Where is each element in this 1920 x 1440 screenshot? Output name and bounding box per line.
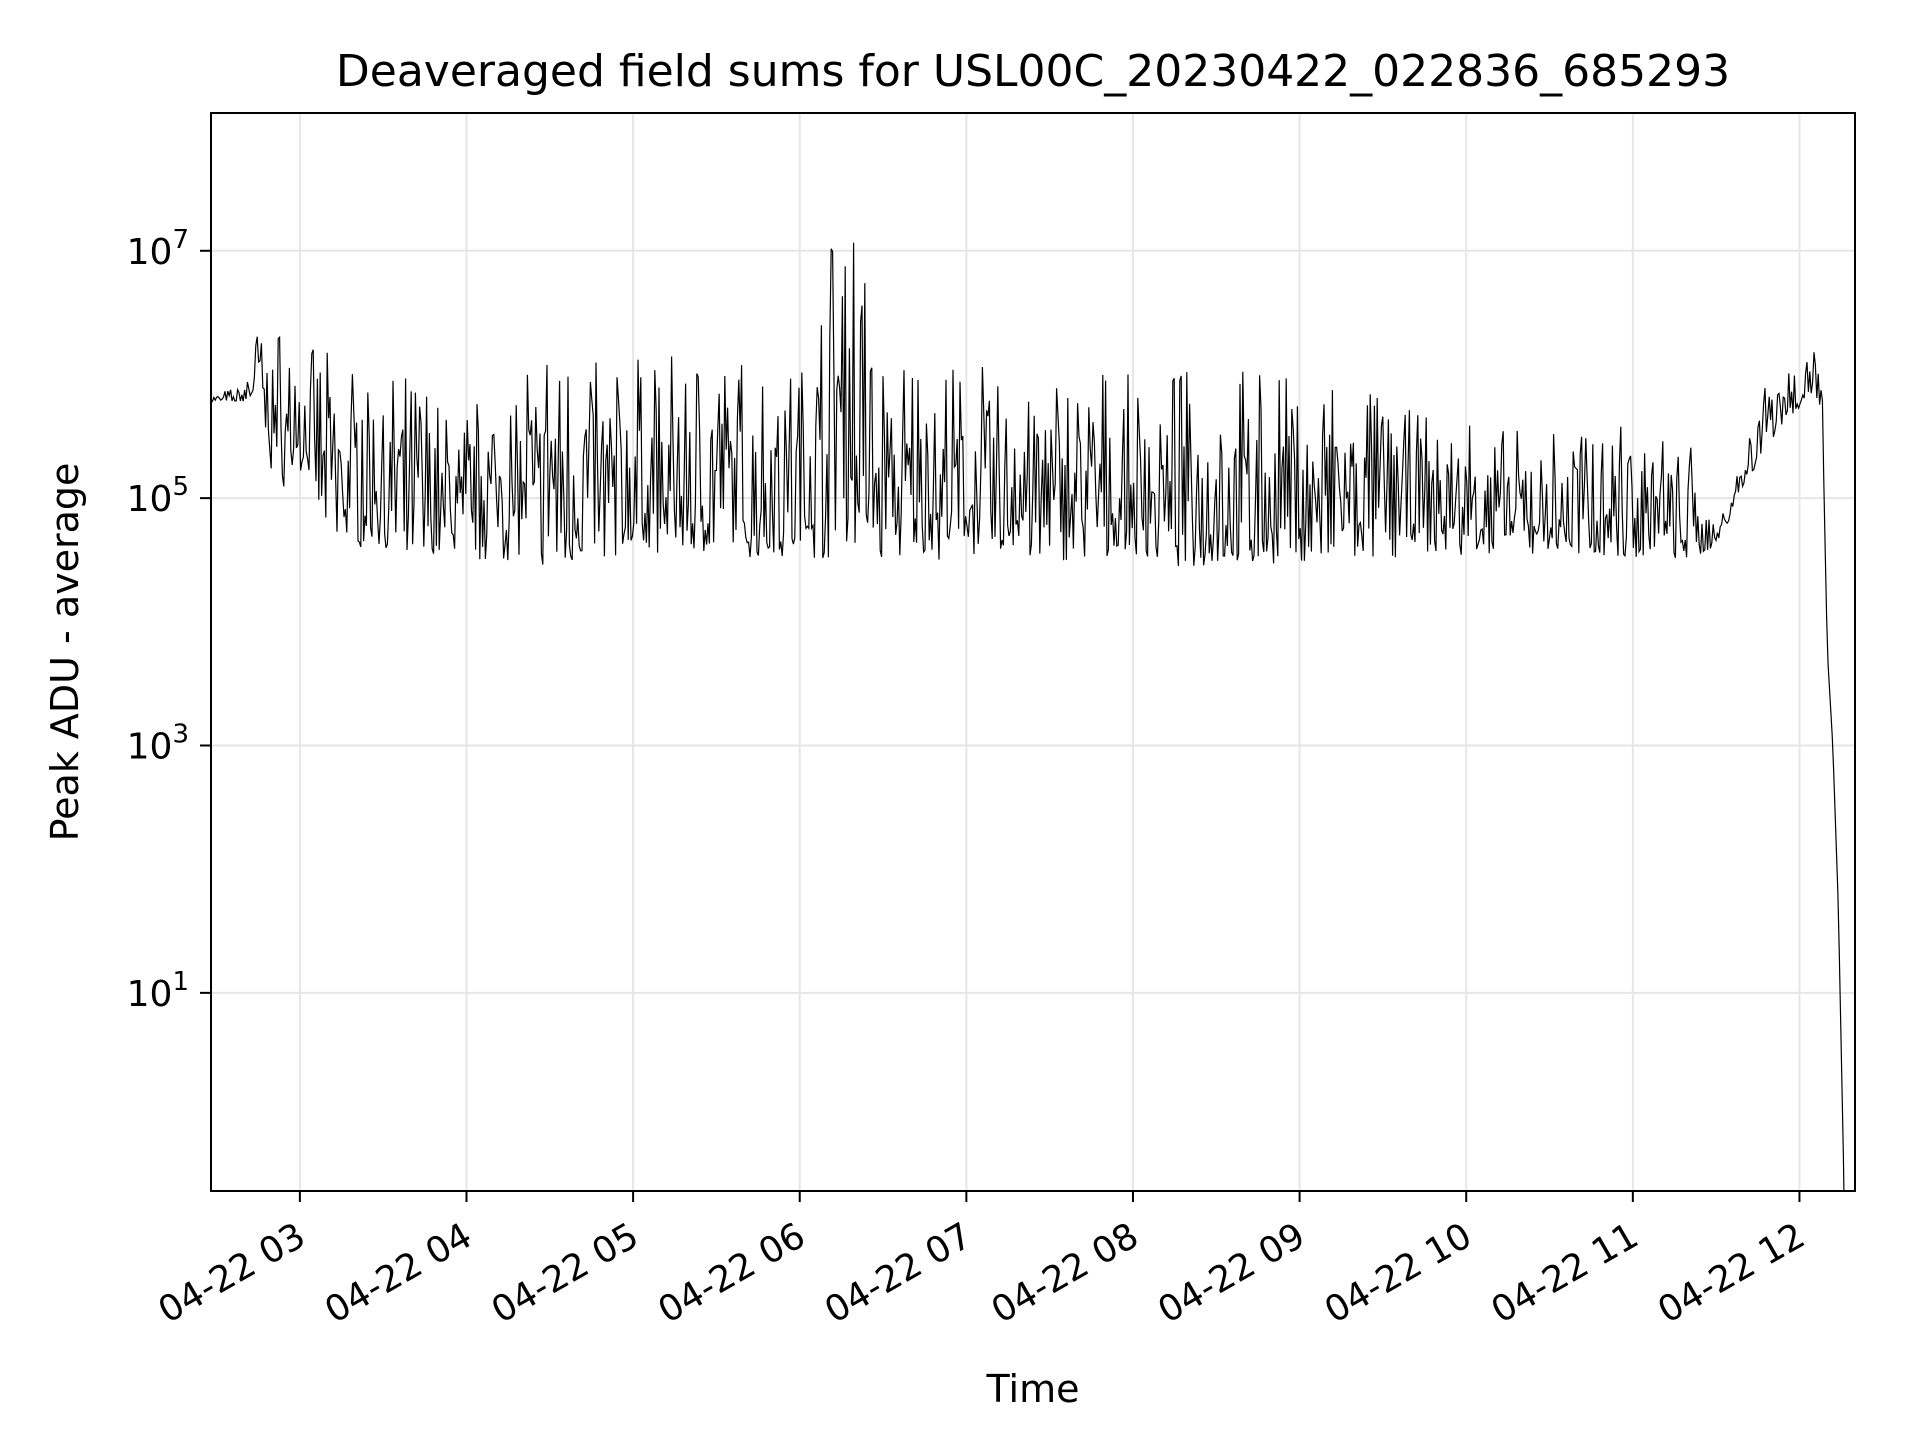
chart-title: Deaveraged field sums for USL00C_2023042…	[336, 46, 1730, 97]
y-tick-label: 101	[127, 967, 189, 1015]
data-series	[210, 242, 1845, 1192]
plot-frame	[210, 112, 1856, 1192]
y-axis-label: Peak ADU - average	[43, 463, 87, 842]
grid-lines	[211, 113, 1855, 1191]
x-axis-label: Time	[986, 1367, 1080, 1411]
y-tick-label: 103	[127, 719, 189, 767]
y-tick-label: 107	[127, 225, 189, 273]
series-line	[210, 242, 1845, 1192]
y-tick-label: 105	[127, 472, 189, 520]
